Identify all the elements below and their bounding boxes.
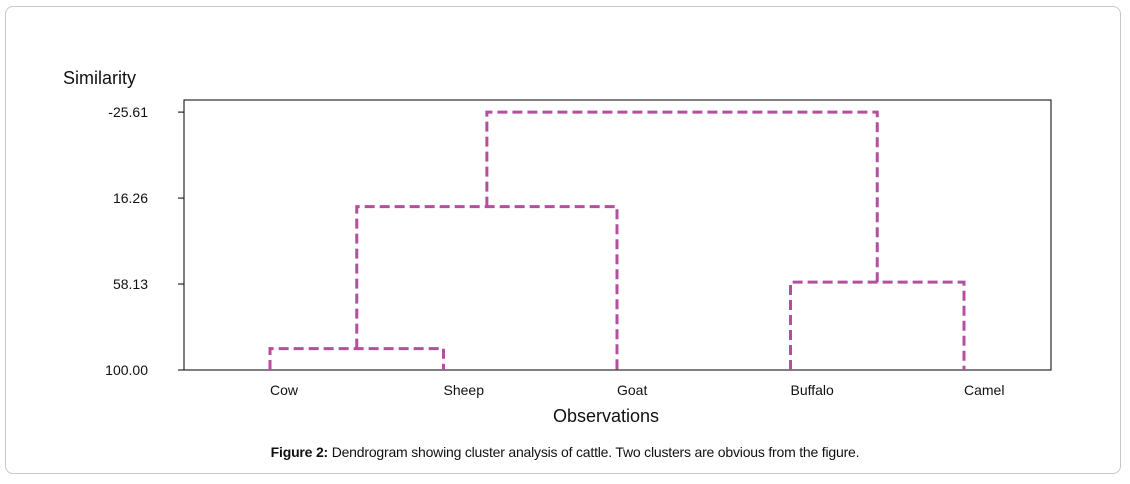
dendrogram-link-1 — [268, 347, 445, 370]
x-tick-label-camel: Camel — [964, 382, 1004, 398]
x-tick-label-cow: Cow — [270, 382, 299, 398]
y-axis-ticks: -25.61 16.26 58.13 100.00 — [105, 104, 184, 378]
y-tick-label: 100.00 — [105, 362, 148, 378]
figure-caption: Figure 2: Dendrogram showing cluster ana… — [0, 444, 1130, 460]
dendrogram-links — [268, 110, 966, 370]
caption-label: Figure 2: — [270, 444, 329, 460]
x-axis-ticks: Cow Sheep Goat Buffalo Camel — [270, 382, 1004, 398]
dendrogram-link-4 — [485, 110, 879, 283]
dendrogram-link-2 — [789, 280, 966, 370]
x-tick-label-buffalo: Buffalo — [791, 382, 835, 398]
x-tick-label-sheep: Sheep — [444, 382, 485, 398]
x-tick-label-goat: Goat — [617, 382, 647, 398]
x-axis-label: Observations — [553, 406, 659, 426]
figure-frame — [5, 6, 1121, 474]
y-tick-label: 16.26 — [113, 190, 148, 206]
y-axis-label: Similarity — [63, 68, 136, 88]
dendrogram-link-3 — [355, 205, 619, 370]
caption-text: Dendrogram showing cluster analysis of c… — [328, 444, 860, 460]
y-tick-label: 58.13 — [113, 276, 148, 292]
y-tick-label: -25.61 — [108, 104, 148, 120]
plot-area — [183, 99, 1052, 371]
